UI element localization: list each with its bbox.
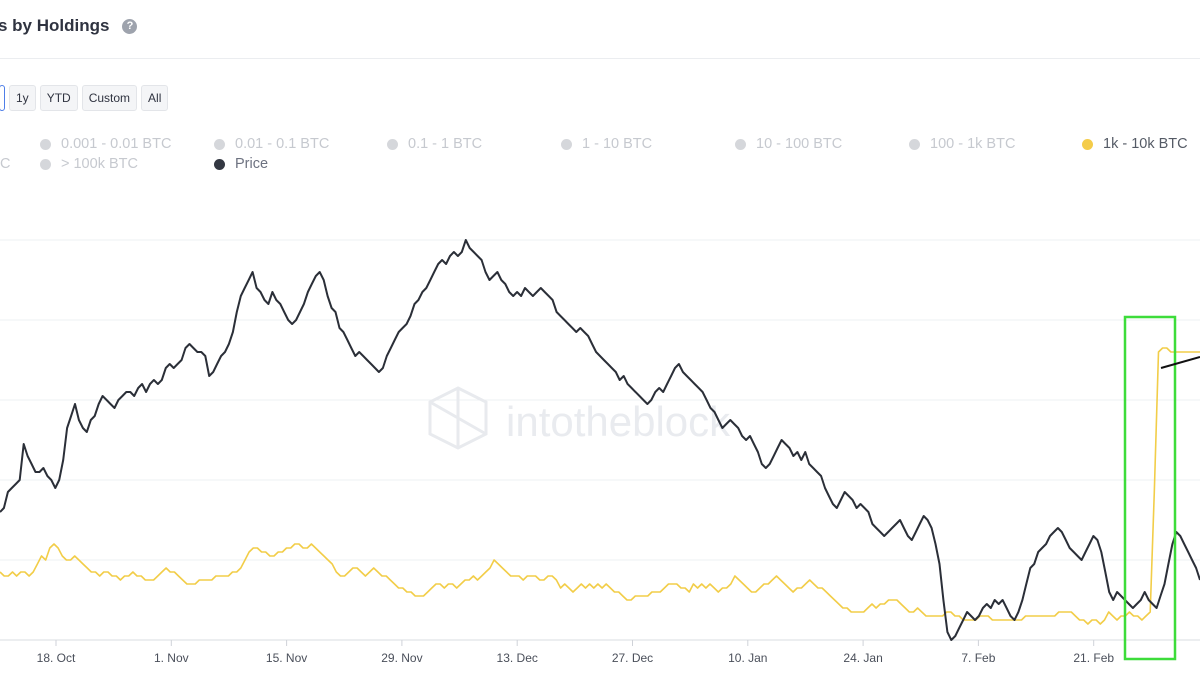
range-button-selected[interactable] — [0, 85, 5, 111]
question-mark-icon[interactable]: ? — [122, 18, 138, 34]
legend-dot-icon — [561, 138, 572, 150]
legend-label: 0.01 - 0.1 BTC — [235, 136, 330, 152]
watermark-logo-icon — [428, 386, 488, 450]
x-axis-label: 18. Oct — [37, 651, 76, 665]
legend-item-partial[interactable]: C — [0, 156, 10, 172]
legend-item-100k-plus-btc[interactable]: > 100k BTC — [40, 156, 138, 172]
legend-item-1k-10k-btc[interactable]: 1k - 10k BTC — [1082, 136, 1188, 152]
legend-item-0-001-0-01-btc[interactable]: 0.001 - 0.01 BTC — [40, 136, 171, 152]
legend-item-10-100-btc[interactable]: 10 - 100 BTC — [735, 136, 842, 152]
series-line-1k-10k-btc — [0, 347, 1200, 625]
watermark-text: intotheblock — [506, 398, 731, 445]
legend-label: 1k - 10k BTC — [1103, 136, 1188, 152]
legend-item-price[interactable]: Price — [214, 156, 268, 172]
x-axis-label: 15. Nov — [266, 651, 307, 665]
legend-item-1-10-btc[interactable]: 1 - 10 BTC — [561, 136, 652, 152]
series-line-price — [0, 239, 1200, 641]
range-button-all[interactable]: All — [141, 85, 169, 111]
legend-label: 10 - 100 BTC — [756, 136, 843, 152]
x-axis-label: 10. Jan — [728, 651, 767, 665]
legend-item-0-01-0-1-btc[interactable]: 0.01 - 0.1 BTC — [214, 136, 329, 152]
legend-dot-icon — [909, 138, 920, 150]
holdings-price-chart[interactable]: intotheblock 18. Oct 1. Nov 15. Nov 29. Nov… — [0, 180, 1200, 675]
x-axis-ticks — [55, 640, 1095, 646]
legend-dot-icon — [1082, 138, 1093, 150]
annotation-arrow-icon — [1160, 356, 1200, 369]
legend-label: 100 - 1k BTC — [930, 136, 1016, 152]
time-range-selector: 1y YTD Custom All — [0, 84, 169, 112]
legend-dot-icon — [40, 158, 51, 170]
chart-legend: C 0.001 - 0.01 BTC 0.01 - 0.1 BTC 0.1 - … — [0, 136, 1200, 180]
x-axis-label: 21. Feb — [1073, 651, 1114, 665]
range-button-1y[interactable]: 1y — [9, 85, 36, 111]
title-row: s by Holdings ? — [0, 14, 138, 38]
legend-label: 0.001 - 0.01 BTC — [61, 136, 172, 152]
legend-label: 1 - 10 BTC — [582, 136, 653, 152]
legend-dot-icon — [214, 158, 225, 170]
chart-grid — [0, 239, 1200, 641]
x-axis-label: 7. Feb — [961, 651, 995, 665]
legend-label: Price — [235, 156, 269, 172]
x-axis-label: 29. Nov — [381, 651, 422, 665]
legend-label: C — [0, 156, 11, 172]
legend-dot-icon — [387, 138, 398, 150]
legend-dot-icon — [214, 138, 225, 150]
x-axis-label: 13. Dec — [497, 651, 538, 665]
legend-item-0-1-1-btc[interactable]: 0.1 - 1 BTC — [387, 136, 482, 152]
header-divider — [0, 58, 1200, 59]
legend-dot-icon — [40, 138, 51, 150]
chart-title: s by Holdings — [0, 16, 110, 35]
legend-dot-icon — [735, 138, 746, 150]
highlight-box — [1123, 315, 1177, 661]
range-button-custom[interactable]: Custom — [81, 85, 138, 111]
legend-item-100-1k-btc[interactable]: 100 - 1k BTC — [909, 136, 1015, 152]
watermark: intotheblock — [428, 386, 731, 450]
legend-label: 0.1 - 1 BTC — [408, 136, 483, 152]
range-button-ytd[interactable]: YTD — [39, 85, 78, 111]
x-axis-label: 1. Nov — [154, 651, 189, 665]
x-axis-label: 24. Jan — [843, 651, 882, 665]
x-axis-labels: 18. Oct 1. Nov 15. Nov 29. Nov 13. Dec 27. De… — [37, 651, 1115, 665]
legend-label: > 100k BTC — [61, 156, 138, 172]
x-axis-label: 27. Dec — [612, 651, 653, 665]
